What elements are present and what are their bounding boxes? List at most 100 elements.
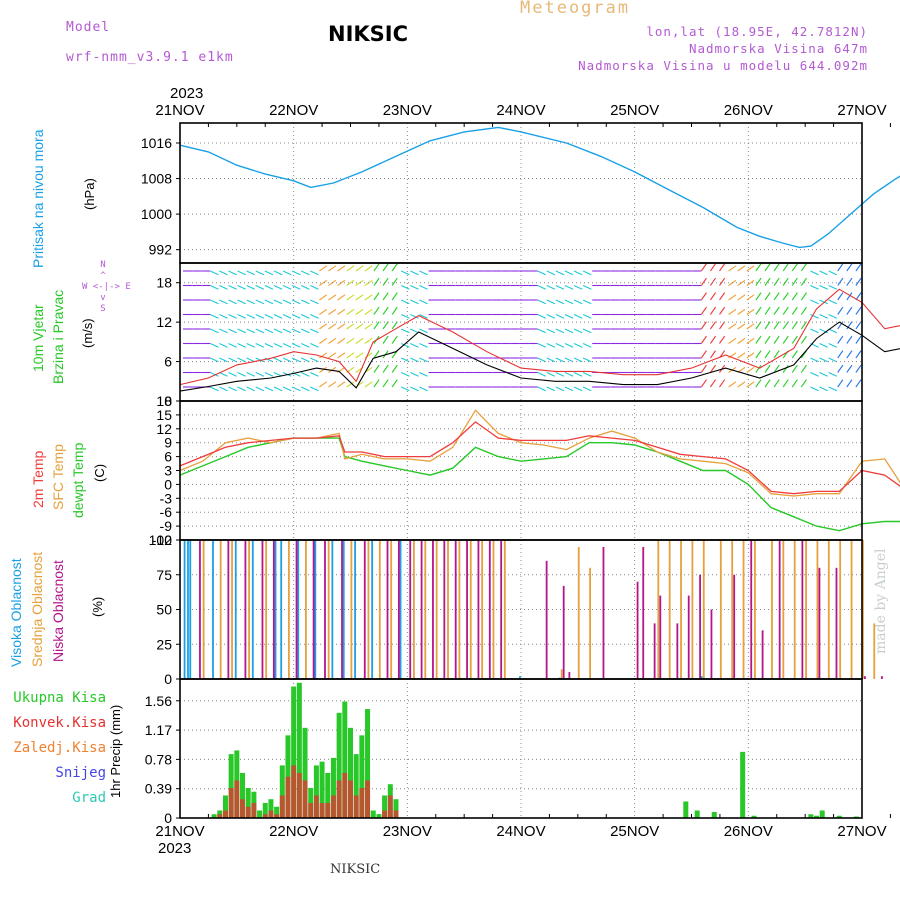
low-cloud-bar <box>488 540 491 679</box>
wind-barb <box>746 352 755 359</box>
wind-barb <box>582 357 592 363</box>
mid-cloud-bar <box>782 540 785 679</box>
wind-barb <box>391 321 398 330</box>
wind-barb <box>709 379 717 388</box>
low-cloud-bar <box>750 540 753 679</box>
wind-barb <box>291 328 301 334</box>
conv-rain-bar <box>325 802 331 818</box>
wind-barb <box>791 350 798 359</box>
time-label-bottom: 25NOV <box>610 823 659 840</box>
low-cloud-bar <box>602 546 605 679</box>
conv-rain-bar <box>245 806 251 818</box>
wind-barb <box>709 335 717 344</box>
wind-barb <box>410 343 419 348</box>
elevation-label: Nadmorska Visina 647m <box>688 41 868 56</box>
y-tick-label: 0 <box>164 476 172 492</box>
conv-rain-bar <box>342 772 348 818</box>
wind-barb <box>401 314 410 319</box>
wind-barb <box>246 343 256 348</box>
wind-barb <box>810 357 819 363</box>
wind-barb <box>355 352 364 359</box>
total-rain-bar <box>751 815 757 818</box>
wind-barb <box>210 357 219 363</box>
wind-barb <box>282 386 292 392</box>
y-tick-label: -12 <box>152 532 172 548</box>
wind-barb <box>700 306 707 315</box>
conv-rain-bar <box>313 795 319 818</box>
wind-barb <box>755 306 762 315</box>
wind-barb <box>273 343 283 348</box>
wind-barb <box>401 270 410 276</box>
wind-barb <box>791 364 798 373</box>
mid-cloud-bar <box>816 540 819 679</box>
total-rain-bar <box>228 754 234 818</box>
wind-barb <box>228 285 237 290</box>
low-cloud-bar <box>642 546 645 679</box>
wind-barb <box>364 337 373 344</box>
wind-barb <box>700 321 707 330</box>
wind-barb <box>773 321 780 330</box>
wind-barb <box>564 386 574 392</box>
y-tick-label: 0 <box>164 671 172 687</box>
high-cloud-bar <box>371 540 374 679</box>
low-cloud-bar <box>733 574 736 679</box>
sfc-temp-line <box>179 409 900 497</box>
wind-barb <box>237 386 246 392</box>
wind-barb <box>246 386 256 392</box>
low-cloud-bar <box>801 540 804 679</box>
wind-barb <box>273 299 283 305</box>
wind-barb <box>810 372 819 377</box>
wind-barb <box>546 357 556 363</box>
wind-barb <box>237 343 246 348</box>
legend-graupel: Grad <box>72 790 106 806</box>
time-label-top: 22NOV <box>269 102 318 119</box>
wind-barb <box>719 277 726 286</box>
wind-barb <box>291 357 301 363</box>
mid-cloud-bar <box>231 540 233 679</box>
wind-barb <box>555 343 565 348</box>
mid-cloud-bar <box>657 540 660 679</box>
low-cloud-bar <box>562 585 565 679</box>
wind-barb <box>219 270 228 276</box>
y-tick-label: 3 <box>164 463 172 479</box>
wind-barb <box>382 321 389 330</box>
total-rain-bar <box>342 701 348 818</box>
wind-barb <box>319 366 328 373</box>
high-cloud-bar <box>700 676 703 679</box>
wind-barb <box>746 323 755 330</box>
wind-barb <box>782 321 789 330</box>
wind-barb <box>555 270 565 276</box>
y-tick-label: 12 <box>156 421 172 437</box>
wind-barb <box>800 292 807 301</box>
wind-barb <box>546 270 556 276</box>
total-rain-bar <box>262 802 268 818</box>
wind-barb <box>737 279 746 286</box>
low-cloud-bar <box>818 567 821 679</box>
low-cloud-bar <box>386 540 389 679</box>
wind-barb <box>346 381 355 388</box>
mid-cloud-bar <box>742 540 745 679</box>
wind-barb <box>401 285 410 290</box>
pressure-line <box>179 126 900 249</box>
high-cloud-bar <box>297 540 300 679</box>
wind-barb <box>755 277 762 286</box>
wind-barb <box>837 321 844 330</box>
compass-up: ^ <box>100 271 106 281</box>
wind-barb <box>219 343 228 348</box>
wind-barb <box>373 364 380 373</box>
wind-barb <box>764 263 771 272</box>
low-cloud-bar <box>341 540 343 679</box>
wind-barb <box>846 335 853 344</box>
wind-barb <box>709 306 717 315</box>
low-cloud-bar <box>687 595 690 679</box>
low-cloud-bar <box>324 540 326 679</box>
wind-barb <box>764 292 771 301</box>
wind-barb <box>346 294 355 301</box>
wind-barb <box>582 314 592 319</box>
wind-barb <box>328 265 337 272</box>
total-rain-bar <box>302 727 308 818</box>
wind-barb <box>800 379 807 388</box>
wind-barb <box>228 372 237 377</box>
wind-barb <box>555 285 565 290</box>
wind-barb <box>837 263 844 272</box>
